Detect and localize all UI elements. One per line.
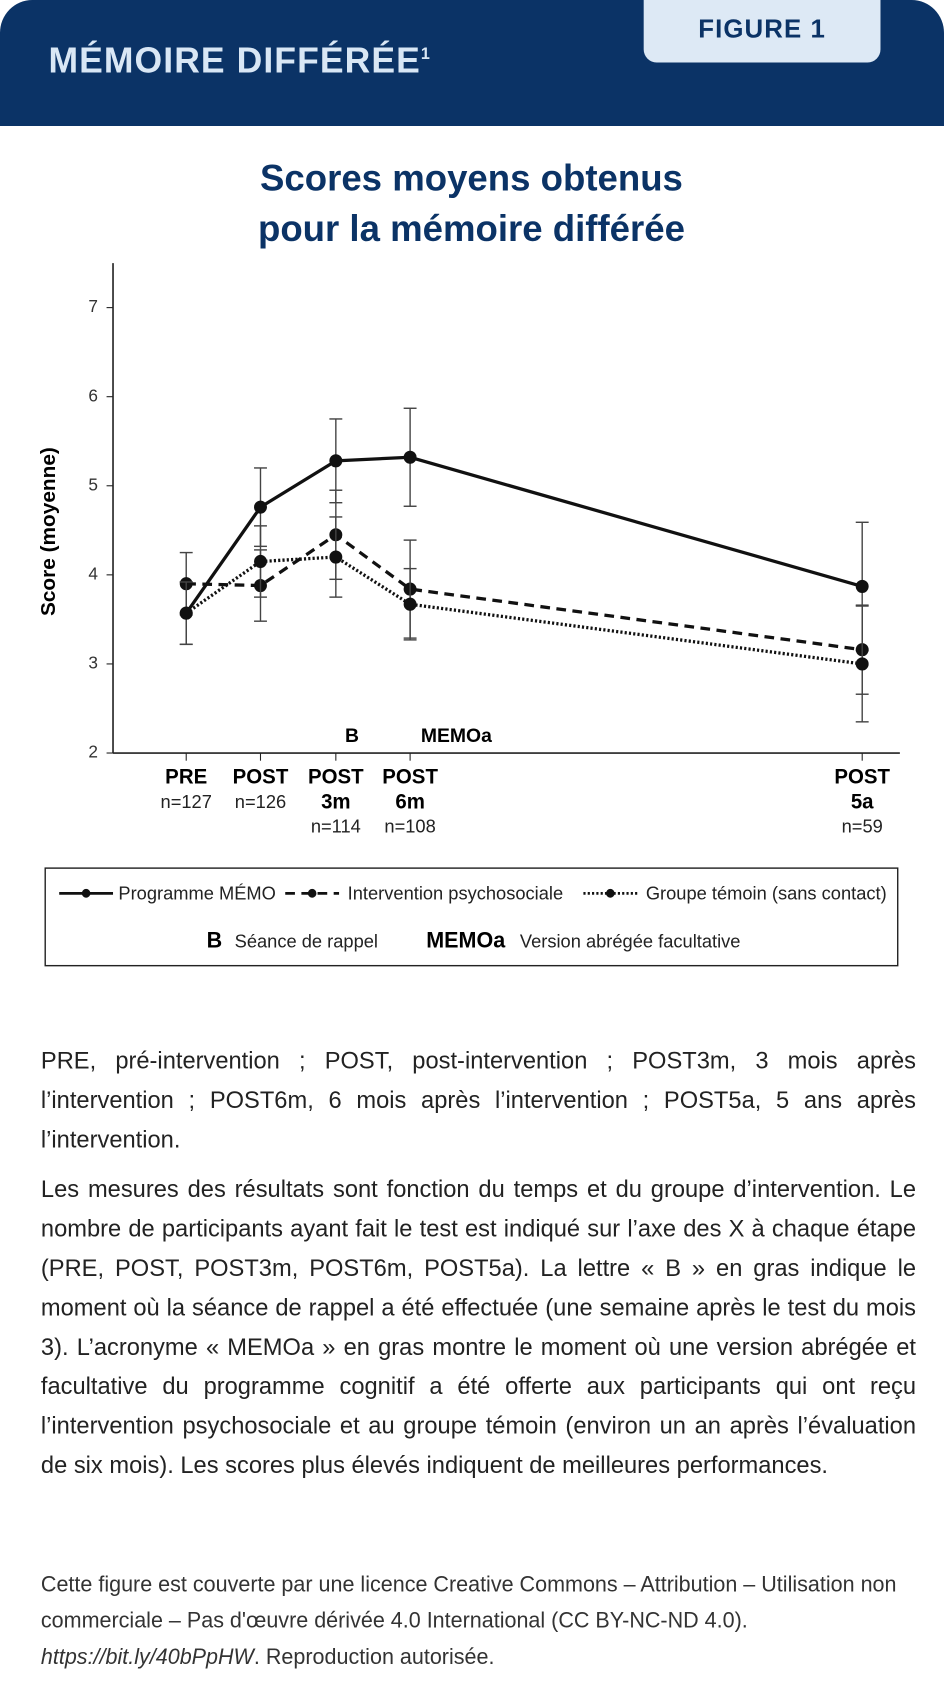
annotation: MEMOa: [421, 725, 492, 747]
annotation: B: [345, 725, 359, 747]
sample-label: n=114: [311, 815, 361, 836]
x-tick-label: POST: [382, 766, 438, 789]
point: [329, 454, 343, 468]
note: PRE, pré-intervention ; POST, post-inter…: [40, 1046, 917, 1154]
point: [403, 597, 417, 611]
license-end: . Reproduction autorisée.: [253, 1645, 495, 1670]
series-line: [185, 555, 863, 666]
x-tick-label: 3m: [321, 790, 351, 813]
legend-note: Séance de rappel: [235, 930, 378, 951]
header-title: MÉMOIRE DIFFÉRÉE1: [48, 39, 431, 81]
chart: Scores moyens obtenus pour la mémoire dif…: [37, 157, 900, 967]
x-tick-label: PRE: [165, 766, 207, 789]
point: [855, 657, 869, 671]
point: [179, 606, 193, 620]
legend-marker: [81, 888, 91, 898]
series-line: [184, 455, 863, 615]
y-tick-label: 3: [88, 652, 98, 672]
y-tick-label: 6: [88, 385, 98, 405]
y-axis-label: Score (moyenne): [37, 447, 60, 616]
point: [254, 500, 267, 514]
x-tick-label: POST: [308, 766, 364, 789]
x-tick-label: 6m: [395, 790, 425, 813]
chart-title: pour la mémoire différée: [258, 208, 685, 249]
sample-label: n=127: [161, 791, 212, 812]
point: [329, 550, 343, 564]
title-text: MÉMOIRE DIFFÉRÉE: [48, 39, 421, 81]
y-tick-label: 5: [88, 474, 98, 494]
legend-note: Version abrégée facultative: [520, 930, 741, 951]
x-tick-label: 5a: [851, 790, 874, 813]
sample-label: n=108: [384, 815, 435, 836]
y-tick-label: 7: [88, 296, 98, 316]
legend-label: Intervention psychosociale: [348, 882, 563, 903]
legend-label: Programme MÉMO: [118, 882, 275, 903]
legend-label: Groupe témoin (sans contact): [646, 882, 887, 903]
license-link[interactable]: https://bit.ly/40bPpHW: [40, 1645, 254, 1670]
license: Cette figure est couverte par une licenc…: [41, 1567, 913, 1676]
point: [403, 450, 417, 464]
y-tick-label: 2: [88, 742, 98, 762]
series-line: [186, 532, 863, 652]
x-tick-label: POST: [834, 766, 890, 789]
sample-label: n=59: [842, 815, 883, 836]
legend-symbol: B: [207, 927, 223, 952]
license-text: Cette figure est couverte par une licenc…: [40, 1572, 897, 1634]
legend-marker: [606, 888, 615, 898]
figure-badge: FIGURE 1: [643, 0, 881, 63]
legend-symbol: MEMOa: [426, 927, 506, 952]
y-tick-label: 4: [88, 563, 98, 583]
legend-marker: [307, 888, 317, 898]
x-tick-label: POST: [233, 766, 289, 789]
sample-label: n=126: [235, 791, 286, 812]
legend-box: [44, 867, 899, 967]
point: [855, 579, 869, 594]
chart-title: Scores moyens obtenus: [260, 157, 683, 198]
footnote-mark: 1: [420, 44, 431, 64]
note: Les mesures des résultats sont fonction …: [40, 1175, 917, 1479]
point: [254, 554, 267, 569]
